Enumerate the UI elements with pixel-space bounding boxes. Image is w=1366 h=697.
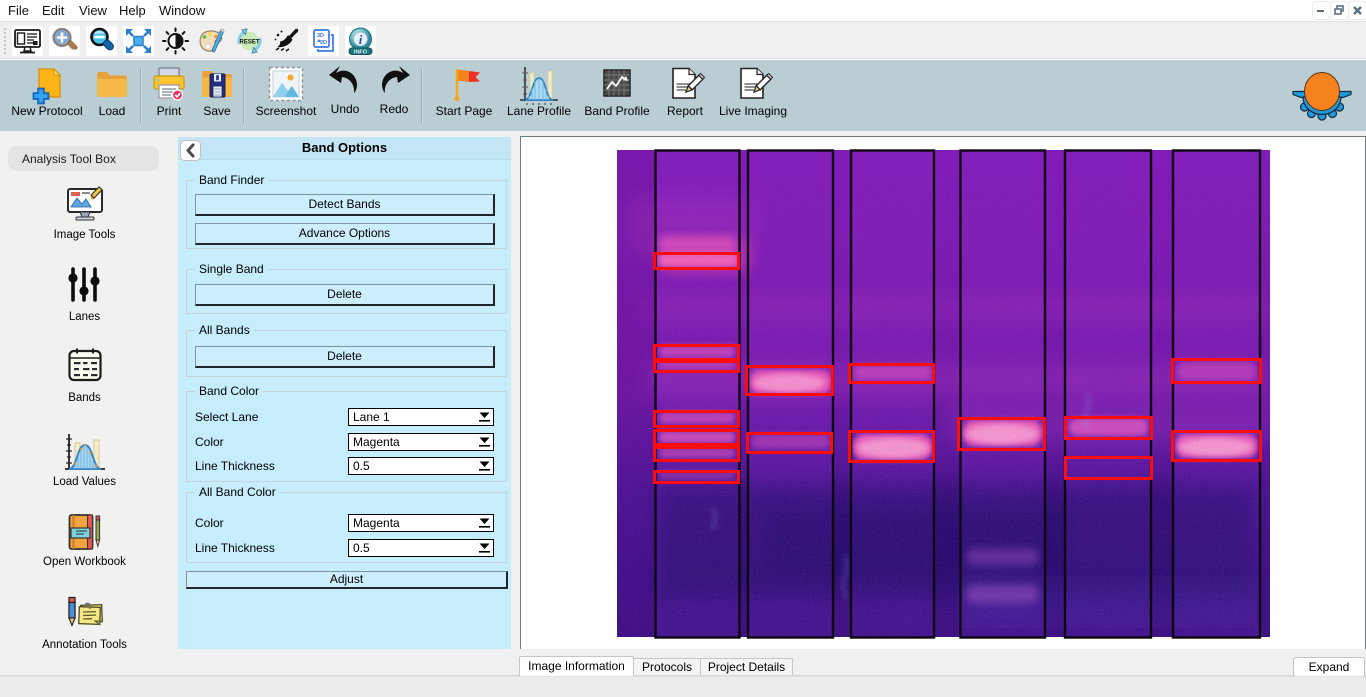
svg-text:i: i [359, 32, 363, 47]
svg-text:3D: 3D [317, 33, 324, 39]
svg-text:INFO: INFO [354, 50, 368, 56]
svg-text:RESET: RESET [239, 40, 259, 46]
svg-text:2D: 2D [320, 40, 327, 46]
